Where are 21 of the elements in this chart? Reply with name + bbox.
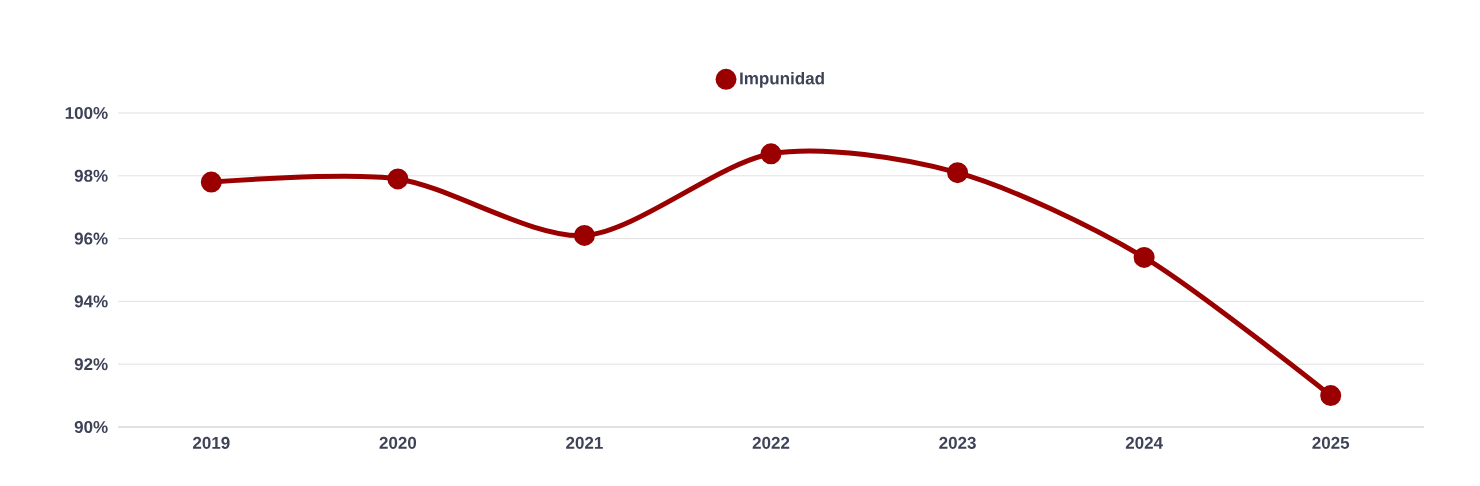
y-tick-label: 96% bbox=[74, 232, 108, 245]
point bbox=[387, 168, 409, 190]
point bbox=[200, 171, 222, 193]
point bbox=[1133, 246, 1155, 268]
x-tick-label: 2020 bbox=[379, 436, 417, 449]
point bbox=[1320, 385, 1342, 407]
x-tick-label: 2022 bbox=[752, 436, 790, 449]
y-tick-label: 94% bbox=[74, 295, 108, 308]
x-tick-label: 2024 bbox=[1125, 436, 1163, 449]
y-tick-label: 100% bbox=[65, 106, 108, 120]
y-tick-label: 92% bbox=[74, 358, 108, 371]
point bbox=[760, 143, 782, 165]
legend-label: Impunidad bbox=[740, 71, 824, 88]
x-tick-label: 2019 bbox=[192, 436, 230, 449]
y-tick-label: 98% bbox=[74, 169, 108, 182]
x-tick-label: 2025 bbox=[1312, 436, 1350, 449]
point bbox=[573, 224, 595, 246]
y-tick-label: 90% bbox=[74, 420, 108, 434]
x-tick-label: 2023 bbox=[939, 436, 976, 449]
point bbox=[947, 162, 969, 184]
x-tick-label: 2021 bbox=[566, 436, 603, 449]
